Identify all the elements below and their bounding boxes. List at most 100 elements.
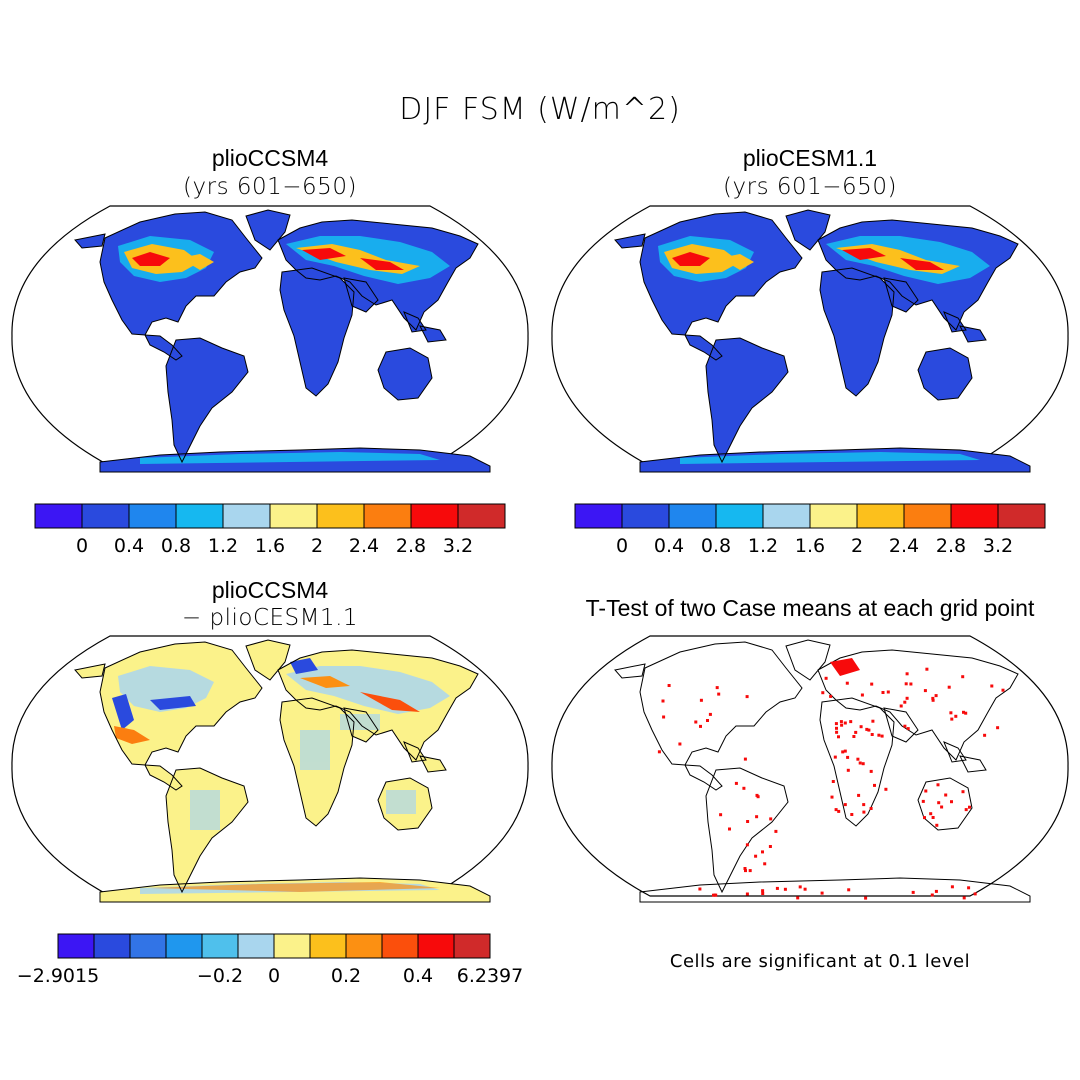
significant-cell bbox=[743, 867, 747, 870]
map-bottom-left bbox=[11, 635, 529, 903]
significant-cell bbox=[769, 817, 773, 821]
significant-cell bbox=[967, 886, 971, 890]
colorbar-swatches bbox=[57, 933, 491, 959]
panel-subtitle-top-left: (yrs 601−650) bbox=[183, 174, 357, 200]
significance-note: Cells are significant at 0.1 level bbox=[669, 951, 971, 972]
panel-title-bottom-right: T-Test of two Case means at each grid po… bbox=[585, 595, 1035, 621]
significant-cell bbox=[745, 695, 749, 699]
colorbar-swatch bbox=[128, 503, 177, 529]
significant-cell bbox=[944, 793, 948, 797]
significant-cell bbox=[931, 696, 935, 700]
significant-cell bbox=[867, 728, 871, 732]
significant-cell bbox=[962, 896, 966, 900]
colorbar-swatch bbox=[903, 503, 952, 529]
significant-cell bbox=[961, 675, 965, 679]
significant-cell bbox=[931, 698, 935, 702]
colorbar-tick-label: 2.8 bbox=[396, 535, 426, 557]
significant-cell bbox=[667, 684, 671, 687]
significant-cell bbox=[937, 801, 941, 805]
colorbar-tick-label: 2 bbox=[851, 535, 863, 557]
significant-cell bbox=[761, 889, 765, 893]
significant-cell bbox=[923, 816, 926, 820]
significant-cell bbox=[843, 721, 847, 725]
significant-cell bbox=[837, 735, 840, 739]
colorbar-swatch bbox=[237, 933, 275, 959]
colorbar-swatch bbox=[316, 503, 365, 529]
significant-cell bbox=[949, 711, 953, 715]
colorbar-tick-label: 1.6 bbox=[795, 535, 825, 557]
significant-cell bbox=[847, 888, 851, 892]
colorbar-swatch bbox=[453, 933, 491, 959]
significant-cell bbox=[903, 724, 907, 728]
panel-title-bottom-left: plioCCSM4 bbox=[211, 577, 329, 603]
colorbar-top-right: 0 0.4 0.8 1.2 1.6 2 2.4 2.8 3.2 bbox=[574, 503, 1046, 557]
significant-cell bbox=[846, 755, 850, 759]
significant-cell bbox=[821, 691, 825, 695]
colorbar-swatch bbox=[273, 933, 311, 959]
significant-cell bbox=[905, 696, 909, 700]
significant-cell bbox=[857, 793, 861, 797]
significant-cell bbox=[935, 823, 939, 827]
colorbar-swatches bbox=[574, 503, 1046, 529]
significant-cell bbox=[829, 694, 833, 698]
significant-cell bbox=[947, 685, 951, 689]
significant-cells bbox=[657, 658, 1005, 900]
significant-cell bbox=[834, 722, 838, 726]
colorbar-tick-label: 0.4 bbox=[654, 535, 684, 557]
significant-cell bbox=[921, 799, 925, 803]
significant-cell bbox=[761, 850, 764, 854]
colorbar-swatch bbox=[363, 503, 412, 529]
significant-cell bbox=[745, 843, 749, 847]
colorbar-tick-label: 0.4 bbox=[114, 535, 144, 557]
colorbar-swatch bbox=[621, 503, 670, 529]
significant-cell bbox=[936, 783, 940, 787]
significant-cell bbox=[657, 750, 661, 754]
colorbar-swatch bbox=[222, 503, 271, 529]
significant-cell bbox=[856, 757, 860, 761]
colorbar-tick-label: 1.2 bbox=[748, 535, 778, 557]
significant-cell bbox=[841, 750, 845, 754]
significant-cell bbox=[745, 892, 749, 896]
panel-title-top-left: plioCCSM4 bbox=[211, 145, 329, 171]
map-top-left bbox=[11, 205, 529, 473]
colorbar-labels: 0 0.4 0.8 1.2 1.6 2 2.4 2.8 3.2 bbox=[616, 535, 1013, 557]
colorbar-swatch bbox=[381, 933, 419, 959]
colorbar-swatch bbox=[129, 933, 167, 959]
significant-cell bbox=[661, 699, 665, 703]
colorbar-tick-label: 0 bbox=[268, 965, 280, 987]
colorbar-swatch bbox=[457, 503, 506, 529]
significant-cell bbox=[931, 816, 935, 819]
colorbar-swatch bbox=[809, 503, 858, 529]
colorbar-swatch bbox=[309, 933, 347, 959]
significant-cell bbox=[835, 726, 838, 730]
colorbar-swatch bbox=[175, 503, 224, 529]
significant-cell bbox=[964, 808, 968, 812]
significant-cell bbox=[934, 694, 938, 698]
colorbar-swatch bbox=[950, 503, 999, 529]
significant-cell bbox=[881, 691, 885, 694]
colorbar-labels: 0 0.4 0.8 1.2 1.6 2 2.4 2.8 3.2 bbox=[76, 535, 473, 557]
significant-cell bbox=[715, 686, 719, 690]
significant-cell bbox=[820, 891, 824, 895]
significant-cell bbox=[864, 896, 868, 900]
significant-cell bbox=[763, 862, 767, 866]
significant-cell bbox=[940, 805, 944, 809]
significant-cell bbox=[835, 730, 839, 734]
significant-cell bbox=[743, 757, 747, 761]
colorbar-tick-label: 0.2 bbox=[331, 965, 361, 987]
significant-cell bbox=[983, 733, 987, 737]
diff-positive bbox=[114, 676, 440, 892]
significant-cell bbox=[906, 727, 910, 731]
colorbar-tick-label: 1.2 bbox=[208, 535, 238, 557]
significant-cell bbox=[852, 735, 856, 738]
significant-cell bbox=[774, 829, 778, 833]
significant-cell bbox=[861, 762, 865, 766]
significant-cell bbox=[961, 790, 965, 794]
colorbar-tick-label: 1.6 bbox=[255, 535, 285, 557]
colorbar-bottom-left: −2.9015 −0.2 0 0.2 0.4 6.2397 bbox=[17, 933, 523, 987]
significant-cell bbox=[990, 684, 994, 688]
colorbar-tick-label: 0.4 bbox=[403, 965, 433, 987]
significant-cell bbox=[860, 693, 864, 697]
significant-cell bbox=[862, 803, 866, 807]
colorbar-swatch bbox=[574, 503, 623, 529]
